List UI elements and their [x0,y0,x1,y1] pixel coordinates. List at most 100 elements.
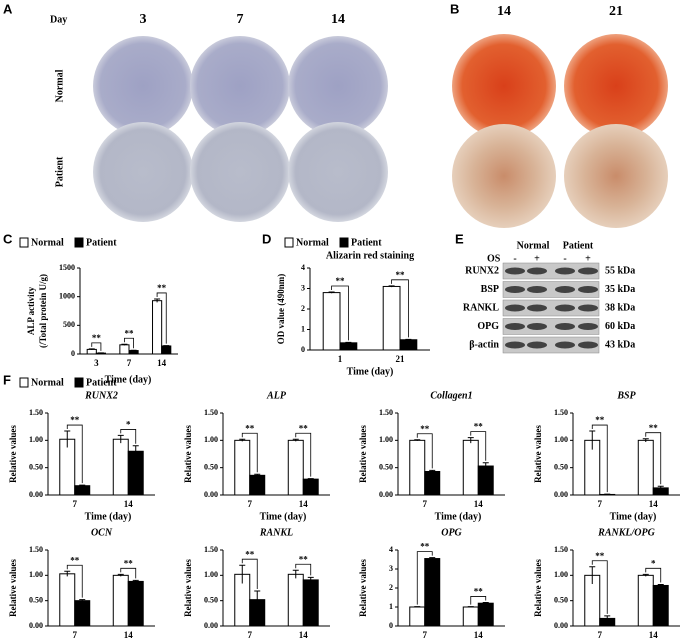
x-tick-label: 7 [127,358,132,368]
well-image [564,34,668,138]
legend-label: Patient [86,237,117,248]
significance-bracket [416,551,433,605]
error-bar [642,438,649,442]
size-label: 38 kDa [605,302,635,313]
y-tick-label: 4 [389,545,393,554]
panel-label: E [455,231,464,246]
error-bar [482,462,489,470]
significance-bracket [331,285,349,341]
y-tick-label: 1000 [59,291,75,300]
protein-label: BSP [481,284,499,295]
y-tick-label: 0.00 [554,621,568,630]
blot-band [555,341,575,349]
error-bar [132,579,139,583]
y-tick-label: 1.50 [554,408,568,417]
size-label: 55 kDa [605,265,635,276]
blot-band [555,286,575,293]
significance-bracket [391,279,409,338]
bar [477,465,494,496]
significance-bracket [645,567,662,583]
protein-label: β-actin [469,339,499,350]
blot-strip [502,281,600,298]
group-label: Normal [517,240,550,251]
blot-band [527,267,547,275]
y-tick-label: 0.50 [29,595,43,604]
x-tick-label: 7 [598,630,603,640]
chart-title: RANKL/OPG [597,527,655,538]
error-bar [414,439,421,441]
bar [234,439,251,496]
well-image [452,34,556,138]
blot-band [527,323,547,330]
os-sign: + [534,253,540,264]
y-tick-label: 0.50 [554,462,568,471]
error-bar [307,478,314,480]
blot-band [555,304,575,312]
bar [112,438,129,496]
error-bar [414,606,421,608]
error-bar [239,564,246,584]
y-tick-label: 3 [389,564,393,573]
y-tick-label: 1500 [59,263,75,272]
legend-label: Normal [31,377,64,388]
error-bar [307,576,314,583]
group-label: Patient [563,240,594,251]
x-tick-label: 14 [299,630,309,640]
bar [637,439,654,496]
chart-title: Collagen1 [430,390,472,401]
bar [59,438,76,496]
significance-label: ** [245,423,255,433]
y-tick-label: 1.00 [204,435,218,444]
y-tick-label: 0.50 [379,462,393,471]
y-tick-label: 4 [301,263,305,272]
bar [127,450,144,496]
os-sign: + [585,253,591,264]
error-bar [292,569,299,579]
error-bar [130,349,137,351]
error-bar [254,590,261,609]
day-label: 14 [331,12,345,27]
significance-label: ** [70,415,80,425]
significance-label: ** [336,276,346,286]
error-bar [345,341,352,344]
significance-label: ** [70,555,80,565]
y-tick-label: 0 [389,621,393,630]
legend-label: Patient [351,237,382,248]
x-tick-label: 14 [474,630,484,640]
chart-title: RANKL [259,527,293,538]
blot-band [505,304,525,312]
bar [287,439,304,496]
well-images [93,34,668,228]
day-label: 3 [140,12,147,27]
y-tick-label: 1.00 [204,570,218,579]
error-bar [467,606,474,608]
error-bar [388,285,395,288]
error-bar [117,434,124,444]
x-tick-label: 1 [338,354,343,364]
blot-band [527,341,547,349]
bar [424,470,441,496]
y-axis-label: Relative values [8,559,18,617]
bar [161,345,172,355]
error-bar [405,338,412,341]
row-label: Patient [54,156,65,187]
x-tick-label: 7 [423,630,428,640]
bar [74,485,91,496]
significance-bracket [645,432,662,485]
chart-title: OPG [441,527,462,538]
well-image [452,124,556,228]
protein-label: RUNX2 [465,265,499,276]
y-tick-label: 1 [389,602,393,611]
size-label: 60 kDa [605,321,635,332]
significance-label: ** [245,549,255,559]
significance-bracket [120,429,137,444]
y-axis-label: Relative values [358,559,368,617]
significance-label: ** [474,422,484,432]
significance-label: ** [595,415,605,425]
y-tick-label: 0.00 [379,490,393,499]
y-tick-label: 3 [301,283,305,292]
y-tick-label: 0.50 [204,462,218,471]
x-axis-label: Time (day) [435,511,482,522]
legend-swatch [19,377,29,388]
significance-bracket [295,432,312,477]
